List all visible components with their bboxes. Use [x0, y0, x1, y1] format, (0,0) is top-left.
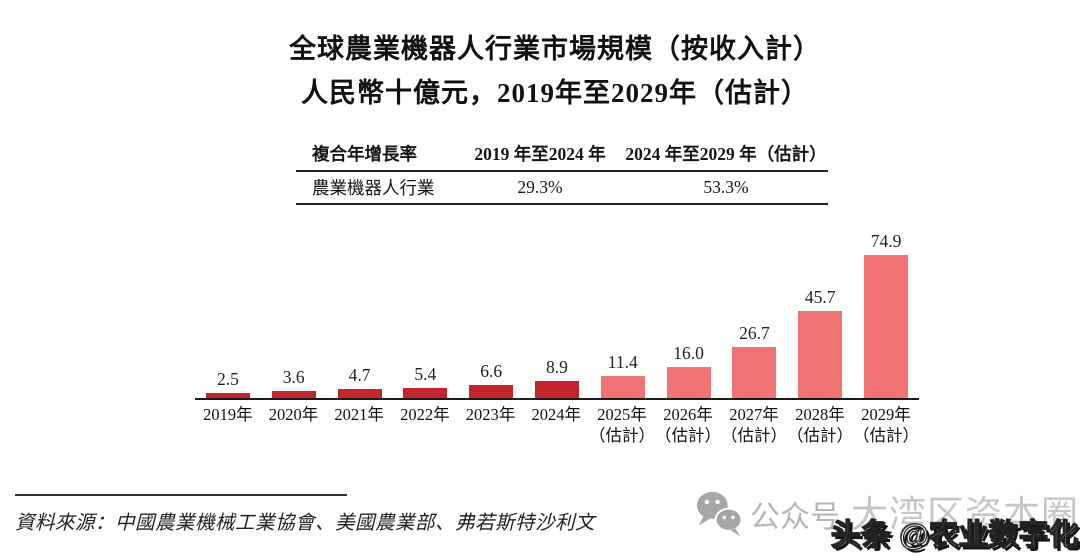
bar-slot: 74.9 [853, 231, 919, 398]
bar-slot: 45.7 [787, 287, 853, 398]
x-tick-label: 2023年 [465, 405, 516, 424]
x-tick-label: 2021年 [334, 405, 384, 424]
bar-slot: 8.9 [524, 357, 590, 398]
chart-title-line1: 全球農業機器人行業市場規模（按收入計） [289, 34, 821, 64]
bar-historical [205, 393, 250, 398]
footnote-divider [15, 494, 347, 496]
cagr-row-label: 農業機器人行業 [312, 178, 435, 198]
toutiao-watermark: 头条 @农业数字化 [830, 518, 1079, 552]
bar-historical [469, 385, 514, 398]
bar-value-label: 3.6 [282, 367, 305, 387]
cagr-value-period-1: 29.3% [517, 177, 563, 197]
bar-value-label: 45.7 [804, 287, 836, 307]
bar-value-label: 16.0 [673, 343, 704, 363]
bar-estimate [600, 376, 645, 398]
bar-slot: 4.7 [327, 365, 393, 398]
bar-estimate [666, 367, 711, 398]
bar-slot: 11.4 [590, 352, 656, 398]
chart-title-line2: 人民幣十億元，2019年至2029年（估計） [301, 78, 809, 108]
bar-historical [534, 381, 579, 398]
bar-estimate [864, 255, 909, 398]
x-tick-label: 2026年 （估計） [655, 405, 722, 445]
bar-value-label: 2.5 [216, 369, 239, 389]
source-note: 資料來源：中國農業機械工業協會、美國農業部、弗若斯特沙利文 [15, 513, 596, 534]
wechat-official-account-label: 公众号 [750, 501, 840, 534]
bar-series: 2.5 3.6 4.7 5.4 6.6 8.9 11.4 16.0 26.7 45.7 74.9 [195, 230, 919, 400]
x-tick-label: 2027年 （估計） [721, 405, 788, 445]
bar-value-label: 6.6 [480, 361, 503, 381]
x-tick-label: 2022年 [400, 405, 450, 424]
bar-value-label: 11.4 [607, 352, 638, 372]
bar-value-label: 26.7 [739, 323, 770, 343]
x-tick-label: 2024年 [531, 405, 581, 424]
bar-slot: 26.7 [722, 323, 788, 398]
cagr-header-row: 複合年增長率 2019 年至2024 年 2024 年至2029 年（估計） [296, 137, 828, 172]
bar-value-label: 8.9 [546, 357, 568, 377]
bar-value-label: 74.9 [870, 231, 902, 251]
bar-historical [403, 388, 448, 398]
wechat-icon [694, 489, 744, 542]
bar-slot: 5.4 [392, 364, 458, 398]
bar-estimate [732, 347, 777, 398]
cagr-value-period-2: 53.3% [703, 177, 749, 197]
cagr-data-row: 農業機器人行業 29.3% 53.3% [296, 172, 828, 205]
x-tick-label: 2028年 （估計） [787, 405, 854, 445]
bar-slot: 3.6 [261, 367, 327, 398]
bar-value-label: 4.7 [348, 365, 371, 385]
x-tick-label: 2029年 （估計） [853, 405, 920, 445]
x-tick-label: 2020年 [268, 405, 319, 424]
x-tick-label: 2025年 （估計） [589, 405, 656, 445]
bar-slot: 6.6 [458, 361, 524, 398]
cagr-header-metric: 複合年增長率 [312, 144, 417, 164]
bar-historical [337, 389, 382, 398]
bar-value-label: 5.4 [414, 364, 437, 384]
bar-slot: 16.0 [656, 343, 722, 398]
bar-historical [271, 391, 316, 398]
cagr-header-period-1: 2019 年至2024 年 [474, 144, 606, 164]
account-name-watermark: 大湾区资本圈 [851, 494, 1079, 535]
x-axis-labels: 2019年 2020年 2021年 2022年 2023年 2024年 2025年 （估計） 2… [195, 404, 919, 446]
cagr-header-period-2: 2024 年至2029 年（估計） [625, 144, 827, 164]
bar-estimate [798, 311, 843, 398]
cagr-table: 複合年增長率 2019 年至2024 年 2024 年至2029 年（估計） 農… [296, 137, 828, 205]
x-tick-label: 2019年 [203, 405, 253, 424]
bar-slot: 2.5 [195, 369, 261, 398]
